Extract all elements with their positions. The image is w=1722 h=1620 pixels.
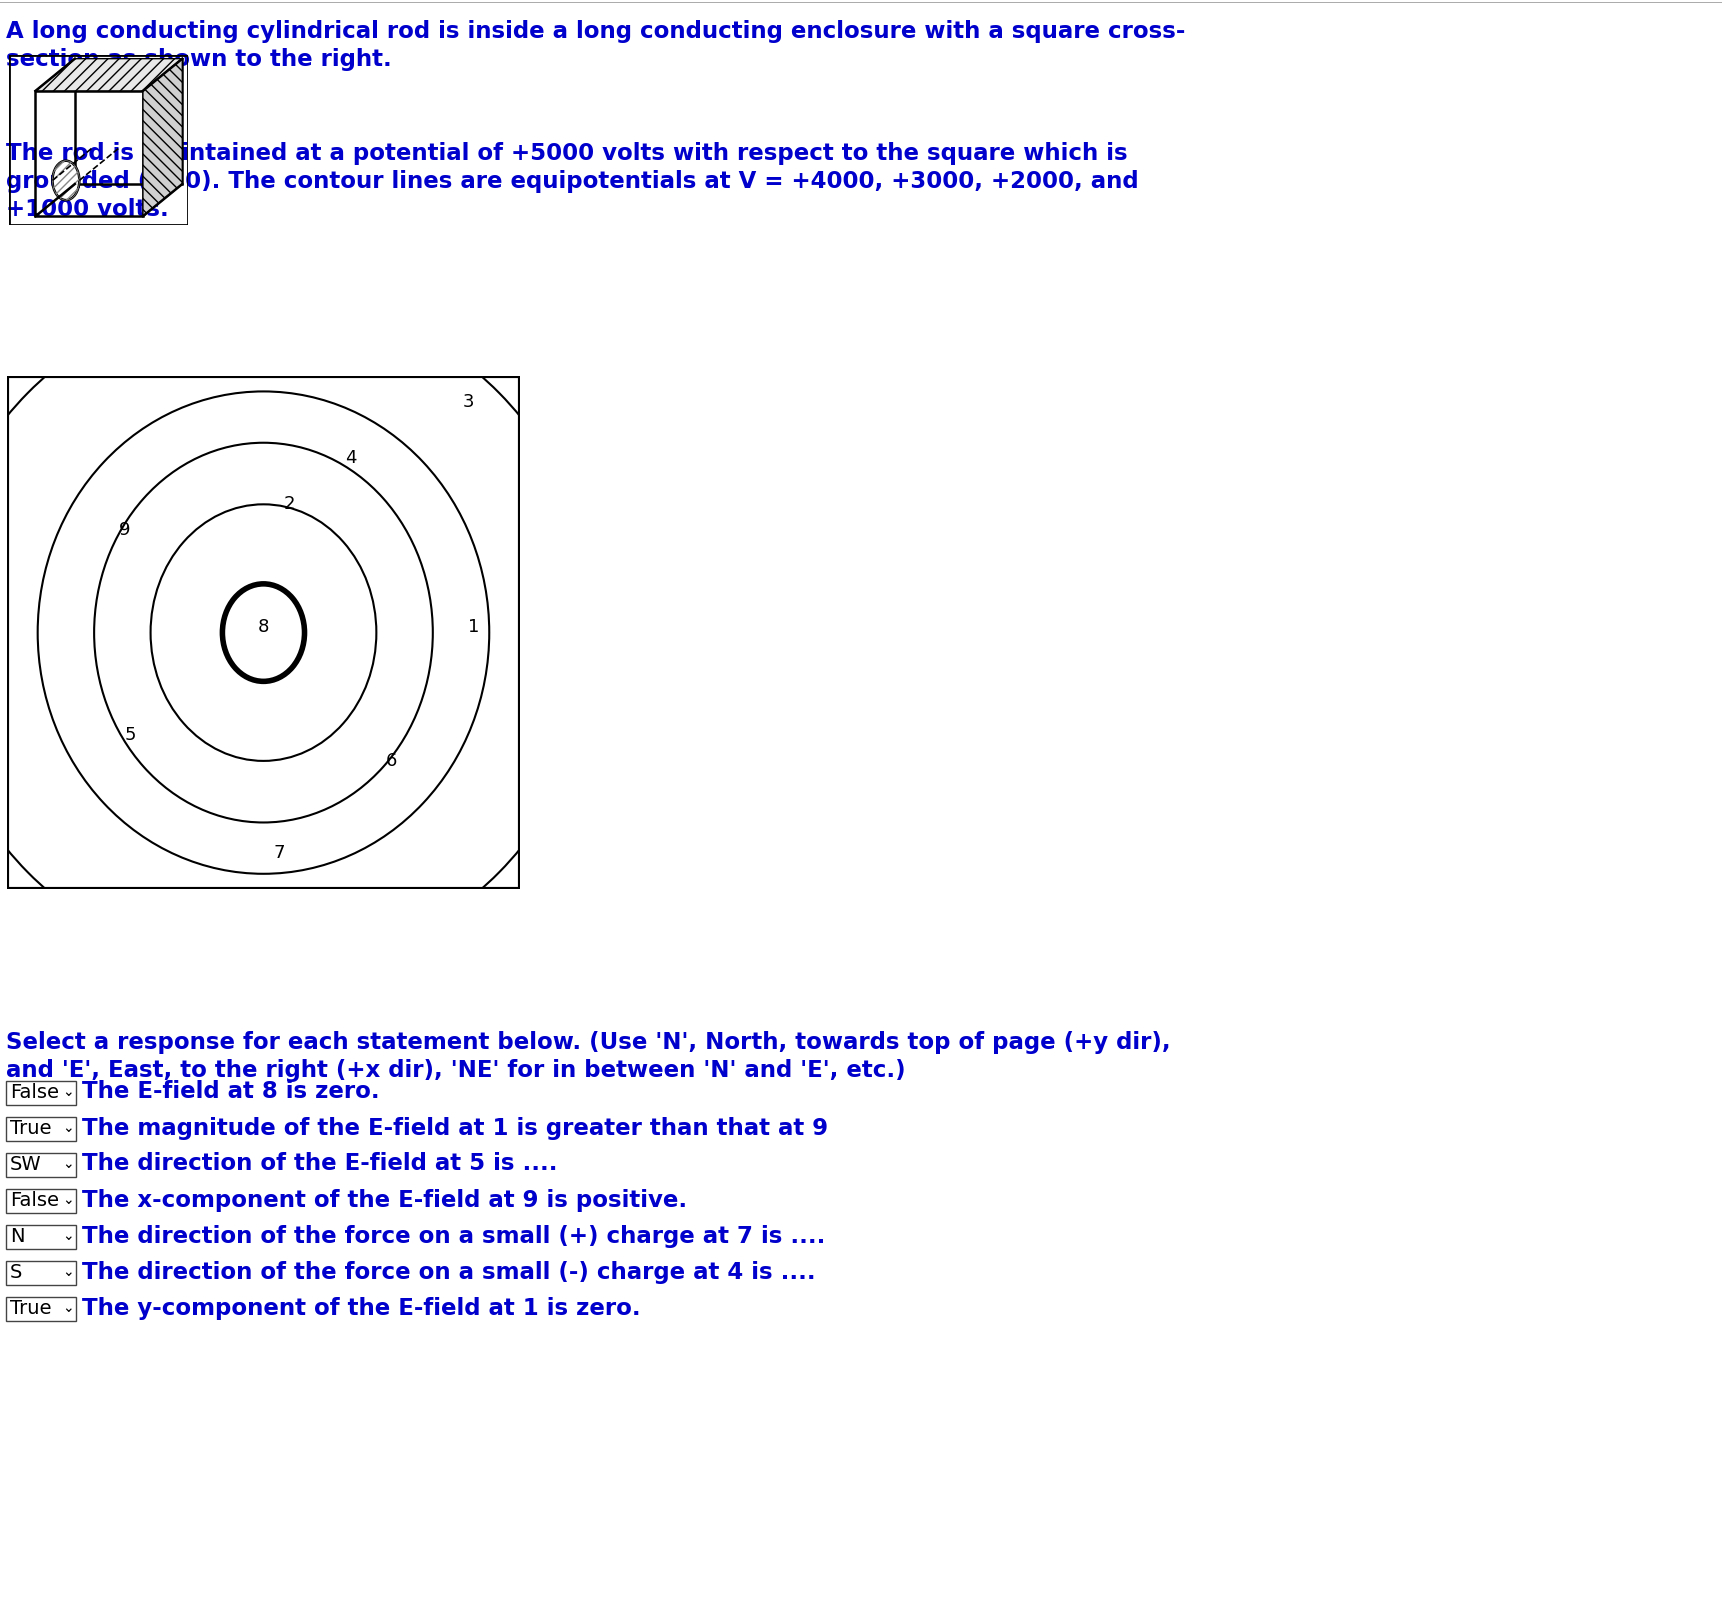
Ellipse shape [222, 583, 305, 682]
Text: False: False [10, 1191, 59, 1210]
Text: 5: 5 [124, 726, 136, 744]
Text: section as shown to the right.: section as shown to the right. [5, 49, 391, 71]
FancyBboxPatch shape [5, 1260, 76, 1285]
Text: ⌄: ⌄ [62, 1301, 74, 1315]
Ellipse shape [52, 160, 79, 201]
Polygon shape [36, 58, 183, 91]
Text: ⌄: ⌄ [62, 1121, 74, 1136]
Text: The direction of the E-field at 5 is ....: The direction of the E-field at 5 is ...… [83, 1152, 558, 1176]
Text: True: True [10, 1118, 52, 1137]
Text: A long conducting cylindrical rod is inside a long conducting enclosure with a s: A long conducting cylindrical rod is ins… [5, 19, 1185, 44]
Text: Select a response for each statement below. (Use 'N', North, towards top of page: Select a response for each statement bel… [5, 1030, 1171, 1055]
Text: 9: 9 [119, 522, 131, 539]
Text: 3: 3 [463, 392, 475, 411]
Text: ⌄: ⌄ [62, 1192, 74, 1207]
FancyBboxPatch shape [5, 1118, 76, 1140]
Text: The rod is maintained at a potential of +5000 volts with respect to the square w: The rod is maintained at a potential of … [5, 143, 1128, 165]
Text: grounded (V=0). The contour lines are equipotentials at V = +4000, +3000, +2000,: grounded (V=0). The contour lines are eq… [5, 170, 1138, 193]
Text: The direction of the force on a small (+) charge at 7 is ....: The direction of the force on a small (+… [83, 1225, 825, 1247]
Text: S: S [10, 1262, 22, 1281]
Text: 4: 4 [344, 449, 356, 467]
FancyBboxPatch shape [5, 1298, 76, 1320]
Text: 6: 6 [386, 752, 398, 770]
Text: The y-component of the E-field at 1 is zero.: The y-component of the E-field at 1 is z… [83, 1296, 641, 1320]
Text: N: N [10, 1226, 24, 1246]
Text: ⌄: ⌄ [62, 1265, 74, 1280]
Text: The magnitude of the E-field at 1 is greater than that at 9: The magnitude of the E-field at 1 is gre… [83, 1116, 828, 1139]
Text: 8: 8 [258, 619, 269, 637]
Text: The x-component of the E-field at 9 is positive.: The x-component of the E-field at 9 is p… [83, 1189, 687, 1212]
Text: 1: 1 [468, 619, 479, 637]
Text: 7: 7 [274, 844, 284, 862]
Text: True: True [10, 1299, 52, 1317]
FancyBboxPatch shape [5, 1081, 76, 1105]
Text: ⌄: ⌄ [62, 1085, 74, 1098]
FancyBboxPatch shape [5, 1225, 76, 1249]
Text: ⌄: ⌄ [62, 1157, 74, 1171]
Text: 2: 2 [284, 496, 294, 514]
Polygon shape [143, 58, 183, 215]
Text: ⌄: ⌄ [62, 1230, 74, 1243]
Text: +1000 volts.: +1000 volts. [5, 198, 169, 220]
Text: SW: SW [10, 1155, 41, 1173]
Text: and 'E', East, to the right (+x dir), 'NE' for in between 'N' and 'E', etc.): and 'E', East, to the right (+x dir), 'N… [5, 1059, 906, 1082]
Text: The direction of the force on a small (-) charge at 4 is ....: The direction of the force on a small (-… [83, 1260, 816, 1283]
FancyBboxPatch shape [5, 1189, 76, 1213]
FancyBboxPatch shape [5, 1153, 76, 1178]
Text: The E-field at 8 is zero.: The E-field at 8 is zero. [83, 1081, 379, 1103]
Text: False: False [10, 1082, 59, 1102]
